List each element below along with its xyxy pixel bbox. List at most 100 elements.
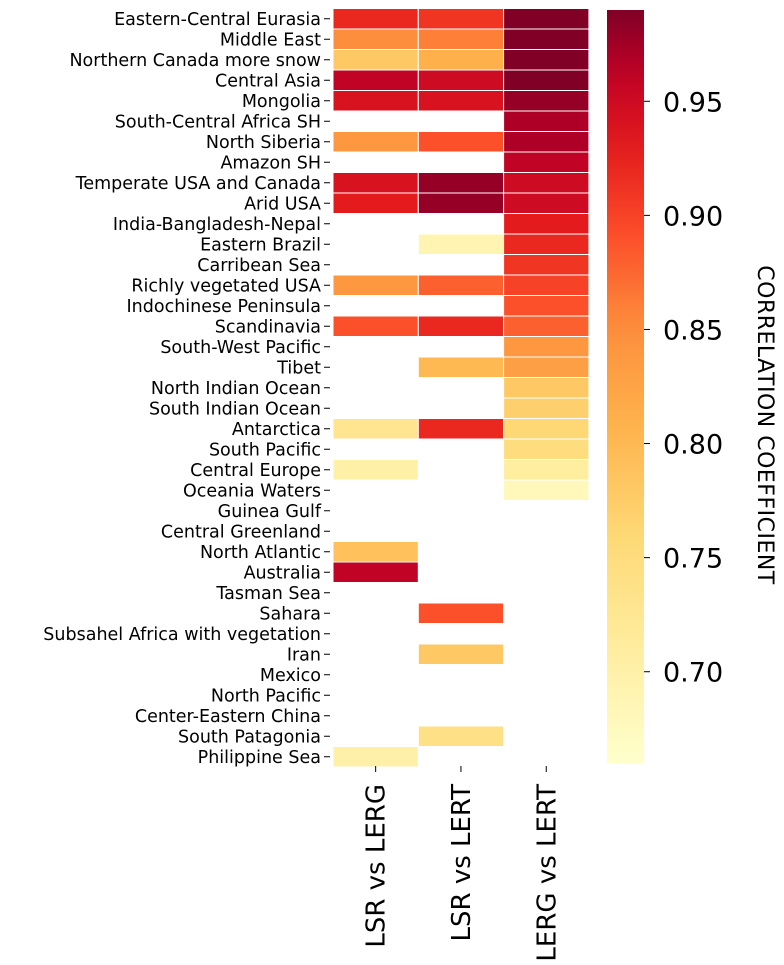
heatmap-cell [417, 725, 505, 747]
column-label: LERG vs LERT [532, 784, 562, 962]
row-label: Central Asia [215, 71, 321, 91]
row-label: Arid USA [244, 194, 321, 214]
heatmap-cell [503, 49, 590, 71]
row-label: India-Bangladesh-Nepal [113, 215, 321, 235]
heatmap-cell [503, 28, 590, 50]
row-label: Center-Eastern China [135, 707, 321, 727]
heatmap-cell [332, 131, 419, 153]
row-label: North Indian Ocean [151, 379, 321, 399]
heatmap-cell [503, 233, 590, 255]
row-label: Antarctica [232, 420, 321, 440]
heatmap-cell [503, 295, 590, 317]
row-label: North Siberia [206, 133, 321, 153]
row-label: South Pacific [209, 440, 321, 460]
row-label: South Indian Ocean [149, 399, 321, 419]
heatmap-cell [332, 172, 419, 194]
heatmap-cell [417, 274, 505, 296]
row-label: South Patagonia [178, 727, 321, 747]
row-label: Philippine Sea [198, 748, 321, 768]
heatmap-cell [417, 172, 505, 194]
heatmap-cell [417, 131, 505, 153]
heatmap-cell [503, 315, 590, 337]
colorbar-tick-label: 0.70 [663, 658, 723, 689]
heatmap-cell [503, 90, 590, 112]
heatmap-cell [417, 90, 505, 112]
heatmap-cell [332, 541, 419, 563]
heatmap-cell [503, 336, 590, 358]
row-label: Tibet [276, 358, 321, 378]
row-label: South-Central Africa SH [115, 112, 321, 132]
heatmap-cell [417, 28, 505, 50]
row-label: Middle East [220, 30, 321, 50]
heatmap-cell [417, 49, 505, 71]
heatmap-cell [417, 192, 505, 214]
heatmap-cell [503, 377, 590, 399]
row-label: Central Europe [190, 461, 321, 481]
colorbar-tick-label: 0.75 [663, 544, 723, 575]
heatmap-cell [503, 151, 590, 173]
colorbar-label: CORRELATION COEFFICIENT [752, 265, 777, 585]
heatmap-cell [332, 274, 419, 296]
heatmap-cell [503, 131, 590, 153]
row-label: Iran [287, 645, 321, 665]
heatmap-cell [503, 459, 590, 481]
heatmap-cell [503, 254, 590, 276]
heatmap-cell [503, 479, 590, 501]
heatmap-cell [332, 8, 419, 30]
heatmap-cell [332, 192, 419, 214]
heatmap-cell [503, 438, 590, 460]
heatmap-cell [332, 49, 419, 71]
column-label: LSR vs LERT [447, 784, 477, 942]
heatmap-cell [503, 418, 590, 440]
colorbar-tick-label: 0.95 [663, 87, 723, 118]
row-label: Temperate USA and Canada [75, 174, 321, 194]
row-label: Carribean Sea [197, 256, 321, 276]
row-label: Mongolia [242, 92, 321, 112]
heatmap-cell [503, 69, 590, 91]
heatmap-cell [332, 561, 419, 583]
row-label: Central Greenland [161, 522, 321, 542]
row-label: Scandinavia [215, 317, 321, 337]
heatmap-cell [503, 397, 590, 419]
heatmap-cell [332, 28, 419, 50]
heatmap-cell [417, 233, 505, 255]
row-label: Tasman Sea [215, 584, 321, 604]
heatmap-cell [503, 213, 590, 235]
row-label: Eastern-Central Eurasia [114, 10, 321, 30]
row-label: Oceania Waters [183, 481, 321, 501]
colorbar: 0.70 0.75 0.80 0.85 0.90 0.95 [607, 10, 723, 763]
row-label: Richly vegetated USA [131, 276, 321, 296]
column-label: LSR vs LERG [362, 784, 392, 948]
row-label: Sahara [259, 604, 321, 624]
heatmap-cell [332, 459, 419, 481]
row-label: Subsahel Africa with vegetation [43, 625, 321, 645]
heatmap-cell [503, 110, 590, 132]
heatmap-cell [417, 643, 505, 665]
row-label: Australia [244, 563, 321, 583]
heatmap-cell [417, 602, 505, 624]
row-label: Amazon SH [220, 153, 321, 173]
heatmap-cell [503, 356, 590, 378]
row-label: Indochinese Peninsula [127, 297, 321, 317]
heatmap-cell [332, 69, 419, 91]
colorbar-tick-label: 0.80 [663, 430, 723, 461]
column-labels: LSR vs LERG LSR vs LERT LERG vs LERT [362, 766, 562, 962]
heatmap-cell [503, 172, 590, 194]
heatmap-cell [332, 418, 419, 440]
heatmap-cell [417, 8, 505, 30]
heatmap-cell [503, 192, 590, 214]
row-label: Guinea Gulf [218, 502, 322, 522]
heatmap-cell [332, 315, 419, 337]
heatmap-cell [503, 8, 590, 30]
heatmap-cell [503, 274, 590, 296]
row-label: Northern Canada more snow [69, 51, 321, 71]
colorbar-tick-label: 0.90 [663, 201, 723, 232]
row-label: Eastern Brazil [200, 235, 321, 255]
row-label: South-West Pacific [160, 338, 321, 358]
row-label: North Pacific [211, 686, 321, 706]
heatmap-cell [332, 746, 419, 768]
heatmap-cell [417, 69, 505, 91]
heatmap-cell [332, 90, 419, 112]
